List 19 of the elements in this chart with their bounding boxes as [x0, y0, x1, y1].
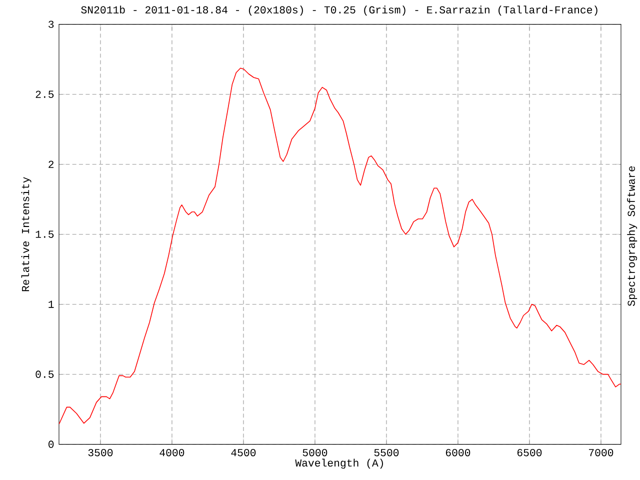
y-tick-label: 2 — [48, 160, 54, 168]
y-tick-label: 3 — [48, 20, 54, 28]
x-tick-label: 5000 — [302, 449, 328, 456]
chart-title: SN2011b - 2011-01-18.84 - (20x180s) - T0.25 (Grism) - E.Sarrazin (Tallard-France) — [81, 6, 598, 16]
y-tick-label: 0.5 — [36, 370, 54, 378]
y-tick-label: 1 — [48, 300, 54, 308]
x-tick-label: 4000 — [160, 449, 184, 456]
x-tick-label: 5500 — [374, 449, 399, 456]
y-tick-label: 1.5 — [36, 230, 54, 238]
y-axis-title: Relative Intensity — [21, 177, 32, 292]
x-tick-label: 6500 — [517, 449, 542, 456]
x-axis-title: Wavelength (A) — [295, 458, 383, 469]
x-tick-label: 6000 — [446, 449, 470, 456]
x-tick-label: 7000 — [588, 449, 614, 456]
x-tick-label: 4500 — [231, 449, 256, 456]
text: Spectrography Software — [627, 166, 638, 306]
y-tick-label: 0 — [48, 440, 54, 448]
x-tick-label: 3500 — [88, 449, 113, 456]
y-tick-label: 2.5 — [36, 90, 54, 98]
